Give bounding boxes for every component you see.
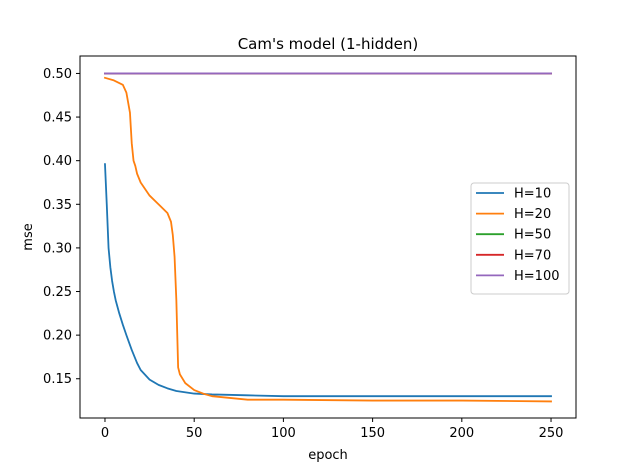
x-tick-label: 250	[539, 426, 564, 441]
legend-label: H=50	[514, 228, 551, 243]
legend-box	[470, 182, 570, 295]
series-layer	[103, 72, 552, 403]
x-tick-label: 150	[360, 426, 385, 441]
y-tick-label: 0.30	[43, 241, 72, 256]
y-tick-label: 0.35	[43, 198, 72, 213]
chart-title: Cam's model (1-hidden)	[238, 35, 419, 53]
plot-frame	[79, 55, 577, 419]
legend: H=10 H=20 H=50 H=70 H=100	[470, 182, 570, 295]
y-tick-label: 0.15	[43, 372, 72, 387]
y-tick-label: 0.20	[43, 329, 72, 344]
legend-label: H=10	[514, 187, 551, 202]
x-axis-label: epoch	[308, 448, 348, 463]
series-line-h20	[103, 76, 552, 403]
ticks-layer: 0 50 100 150 200 250 0.15 0.20 0.25 0.30 0.35 0.40 0…	[43, 67, 563, 441]
y-tick-label: 0.50	[43, 67, 72, 82]
legend-label: H=20	[514, 207, 551, 222]
legend-label: H=100	[514, 269, 559, 284]
x-tick-label: 0	[101, 426, 109, 441]
series-line-h10	[104, 163, 552, 398]
legend-label: H=70	[514, 248, 551, 263]
y-tick-label: 0.25	[43, 285, 72, 300]
x-tick-label: 100	[271, 426, 296, 441]
x-tick-label: 50	[186, 426, 203, 441]
y-axis-label: mse	[21, 223, 36, 250]
y-tick-label: 0.40	[43, 154, 72, 169]
y-tick-label: 0.45	[43, 111, 72, 126]
x-tick-label: 200	[449, 426, 474, 441]
